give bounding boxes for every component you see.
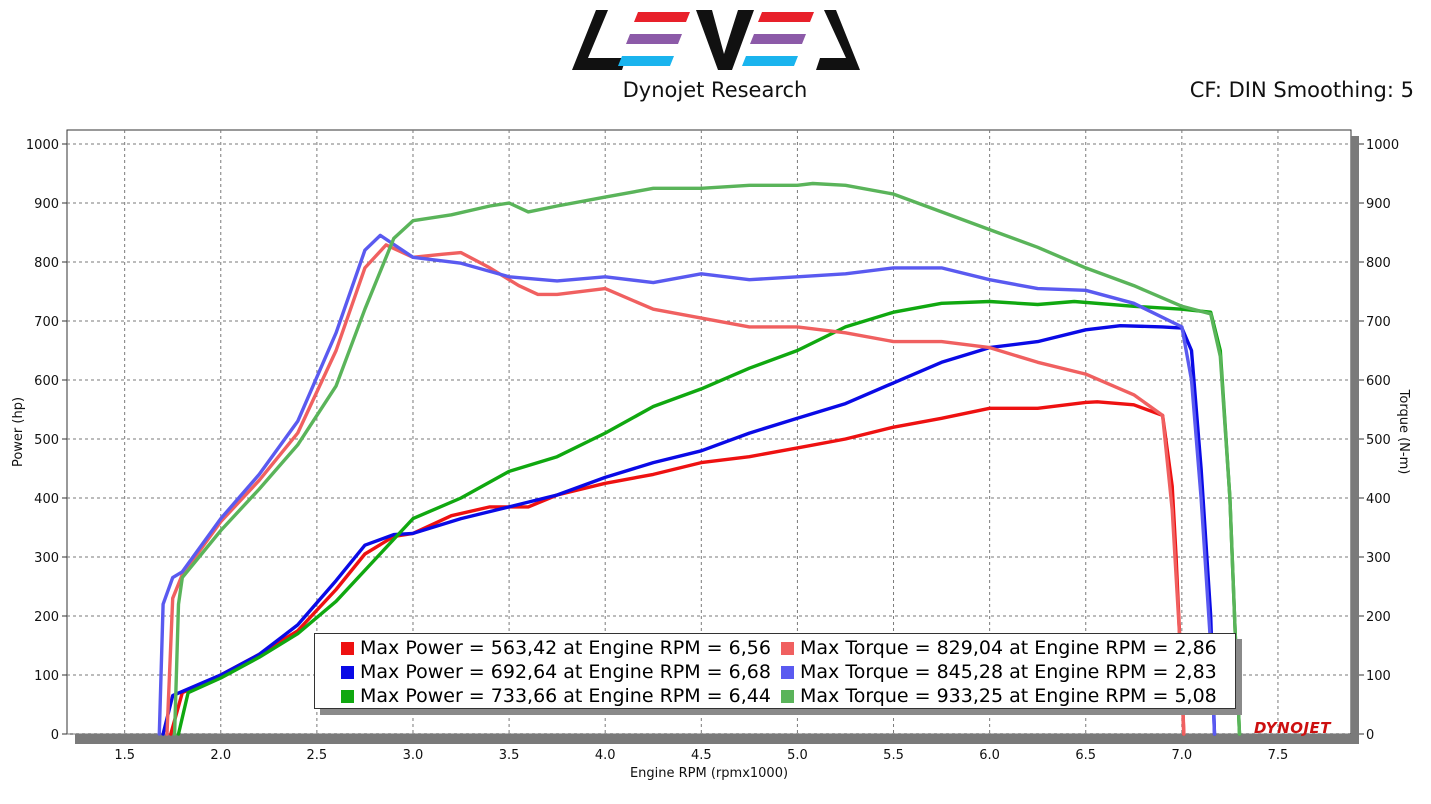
correction-settings: CF: DIN Smoothing: 5: [1189, 78, 1414, 102]
logo-letter-l: [572, 10, 626, 70]
x-tick-label: 6.0: [979, 748, 1000, 763]
legend-column-torque: Max Torque = 829,04 at Engine RPM = 2,86…: [781, 636, 1217, 708]
y-left-tick-label: 800: [34, 256, 59, 271]
x-tick-label: 6.5: [1075, 748, 1096, 763]
x-tick-label: 7.0: [1172, 748, 1193, 763]
grid-lines: [67, 130, 1351, 735]
legend-column-power: Max Power = 563,42 at Engine RPM = 6,56 …: [341, 636, 771, 708]
series-line-6: [172, 181, 1242, 736]
level-logo: [572, 10, 860, 70]
dynojet-badge: DYNOJET: [1254, 719, 1332, 737]
y-right-tick-label: 700: [1366, 315, 1391, 330]
logo-bar-cyan-1: [618, 56, 674, 66]
x-tick-label: 2.0: [210, 748, 231, 763]
legend-item: Max Torque = 829,04 at Engine RPM = 2,86: [781, 636, 1217, 660]
x-tick-label: 5.0: [787, 748, 808, 763]
x-tick-label: 1.5: [114, 748, 135, 763]
y-left-tick-label: 600: [34, 374, 59, 389]
y-right-tick-label: 600: [1366, 374, 1391, 389]
series-line-1: [169, 400, 1186, 736]
x-tick-label: 3.0: [403, 748, 424, 763]
right-axis-bar: [1351, 136, 1359, 744]
y-right-tick-label: 900: [1366, 197, 1391, 212]
x-tick-label: 2.5: [307, 748, 328, 763]
legend-label: Max Power = 733,66 at Engine RPM = 6,44: [360, 685, 771, 707]
logo-bar-purple-1: [626, 34, 682, 44]
y-left-tick-label: 0: [51, 728, 59, 743]
logo-letter-v: [696, 10, 754, 70]
legend-swatch: [341, 690, 354, 703]
legend-swatch: [781, 666, 794, 679]
y-right-tick-label: 100: [1366, 669, 1391, 684]
x-axis-title: Engine RPM (rpmx1000): [630, 766, 788, 781]
y-left-tick-label: 900: [34, 197, 59, 212]
legend-swatch: [341, 666, 354, 679]
x-tick-label: 4.0: [595, 748, 616, 763]
y-right-tick-label: 400: [1366, 492, 1391, 507]
y-left-tick-label: 1000: [26, 138, 59, 153]
y-left-tick-label: 100: [34, 669, 59, 684]
y-right-tick-label: 800: [1366, 256, 1391, 271]
logo-bar-cyan-2: [742, 56, 798, 66]
legend-label: Max Power = 563,42 at Engine RPM = 6,56: [360, 637, 771, 659]
x-tick-label: 3.5: [499, 748, 520, 763]
legend-item: Max Power = 733,66 at Engine RPM = 6,44: [341, 684, 771, 708]
y-axis-left-title: Power (hp): [11, 397, 26, 467]
logo-bar-red-1: [634, 12, 690, 22]
y-left-tick-label: 400: [34, 492, 59, 507]
series-line-5: [157, 233, 1217, 736]
series-line-2: [161, 324, 1217, 736]
y-right-tick-label: 300: [1366, 551, 1391, 566]
legend-item: Max Power = 692,64 at Engine RPM = 6,68: [341, 660, 771, 684]
series-line-4: [165, 243, 1186, 736]
legend-label: Max Torque = 845,28 at Engine RPM = 2,83: [800, 661, 1217, 683]
logo-bar-red-2: [758, 12, 814, 22]
legend-item: Max Torque = 933,25 at Engine RPM = 5,08: [781, 684, 1217, 708]
legend-label: Max Torque = 829,04 at Engine RPM = 2,86: [800, 637, 1217, 659]
y-left-tick-label: 200: [34, 610, 59, 625]
legend-item: Max Torque = 845,28 at Engine RPM = 2,83: [781, 660, 1217, 684]
y-axis-right-title: Torque (N-m): [1396, 389, 1411, 475]
y-right-tick-label: 200: [1366, 610, 1391, 625]
x-axis-bar: [75, 734, 1351, 744]
y-left-tick-label: 500: [34, 433, 59, 448]
x-tick-label: 5.5: [883, 748, 904, 763]
series-lines: [157, 181, 1242, 736]
legend-item: Max Power = 563,42 at Engine RPM = 6,56: [341, 636, 771, 660]
y-left-tick-label: 700: [34, 315, 59, 330]
logo-letter-end: [816, 10, 860, 70]
legend-label: Max Torque = 933,25 at Engine RPM = 5,08: [800, 685, 1217, 707]
legend-swatch: [781, 690, 794, 703]
y-left-tick-label: 300: [34, 551, 59, 566]
legend: Max Power = 563,42 at Engine RPM = 6,56 …: [314, 633, 1236, 709]
x-tick-label: 4.5: [691, 748, 712, 763]
chart-title: Dynojet Research: [622, 78, 808, 102]
y-right-tick-label: 1000: [1366, 138, 1399, 153]
y-right-tick-label: 0: [1366, 728, 1374, 743]
legend-label: Max Power = 692,64 at Engine RPM = 6,68: [360, 661, 771, 683]
y-right-tick-label: 500: [1366, 433, 1391, 448]
x-tick-label: 7.5: [1268, 748, 1289, 763]
legend-swatch: [341, 642, 354, 655]
logo-bar-purple-2: [750, 34, 806, 44]
legend-swatch: [781, 642, 794, 655]
